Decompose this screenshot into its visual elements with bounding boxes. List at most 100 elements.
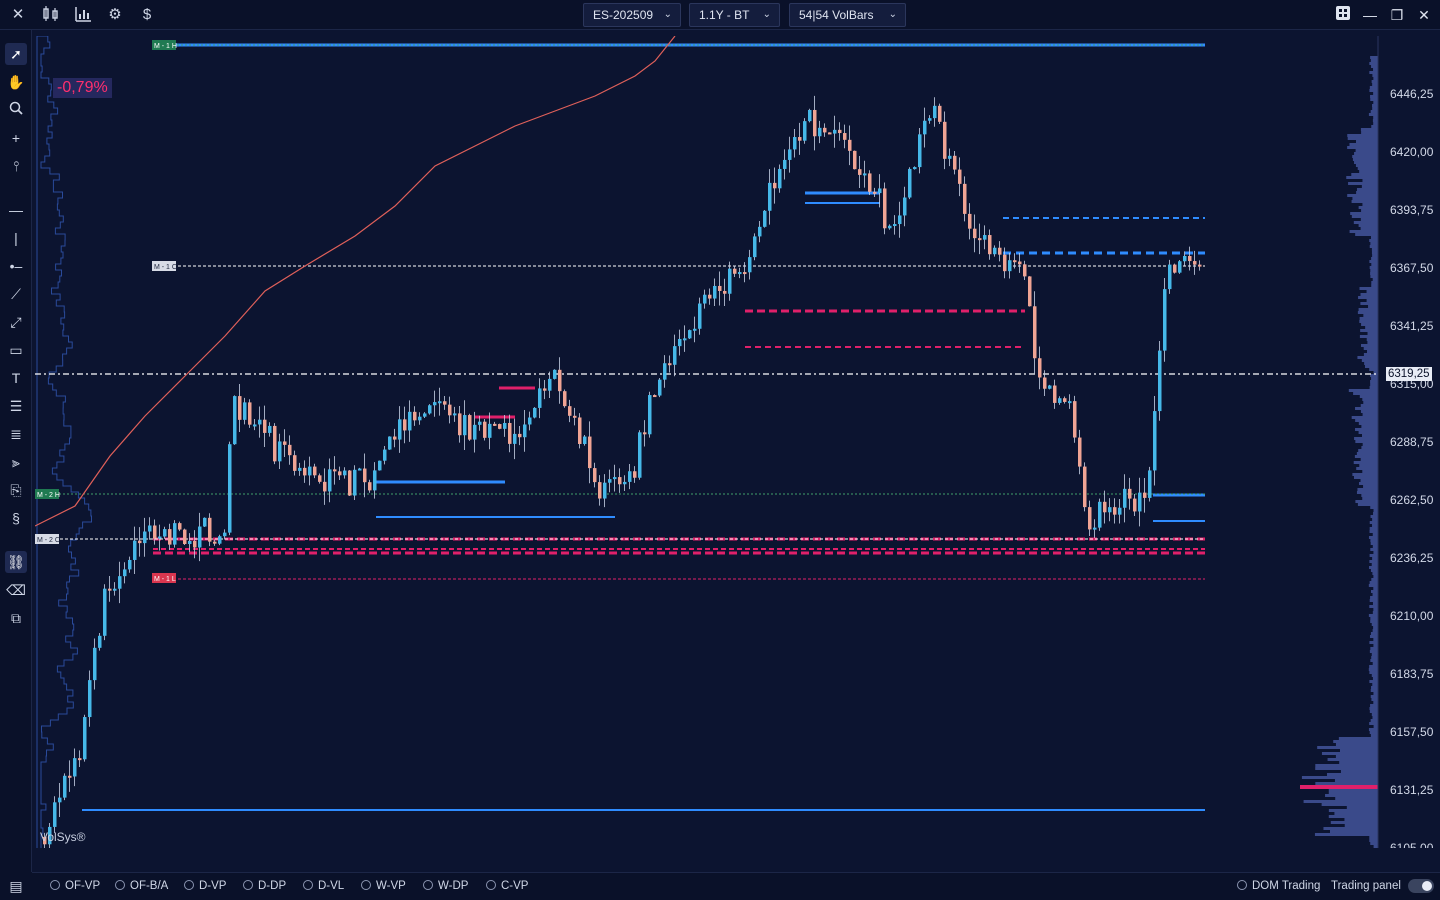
layout-icon[interactable] bbox=[1333, 5, 1353, 25]
candle-body bbox=[283, 441, 287, 445]
rectangle-icon[interactable]: ▭ bbox=[9, 342, 23, 358]
magnet-icon[interactable]: ⫯ bbox=[12, 158, 20, 174]
dollar-icon[interactable]: $ bbox=[142, 6, 152, 23]
study-of-vp[interactable]: OF-VP bbox=[50, 880, 100, 892]
cursor-icon[interactable]: ➚ bbox=[5, 43, 27, 65]
volume-bar bbox=[1344, 818, 1378, 821]
dom-trading[interactable]: DOM Trading bbox=[1237, 880, 1320, 892]
ray-icon[interactable]: •– bbox=[9, 258, 23, 274]
bars-icon[interactable] bbox=[73, 5, 93, 25]
price-chart[interactable]: 6446,25 6420,00 6393,75 6367,50 6341,25 6315,… bbox=[35, 36, 1440, 848]
volume-bar bbox=[1358, 308, 1378, 311]
candle-body bbox=[648, 395, 652, 435]
candle-body bbox=[798, 137, 802, 141]
timeframe-select[interactable]: 1.1Y - BT ⌄ bbox=[689, 3, 780, 27]
vertical-line-icon[interactable]: | bbox=[14, 230, 18, 246]
volume-bar bbox=[1351, 200, 1378, 203]
bars-label: 54|54 VolBars bbox=[799, 8, 874, 22]
candle-body bbox=[1188, 255, 1192, 262]
study-d-dp[interactable]: D-DP bbox=[243, 880, 286, 892]
volume-bar bbox=[1355, 419, 1378, 422]
study-w-dp[interactable]: W-DP bbox=[423, 880, 468, 892]
zoom-icon[interactable] bbox=[5, 99, 27, 121]
bars-select[interactable]: 54|54 VolBars ⌄ bbox=[789, 3, 906, 27]
minimize-icon[interactable]: — bbox=[1363, 7, 1377, 23]
volume-bar bbox=[1373, 512, 1378, 515]
candle-body bbox=[293, 455, 297, 471]
volume-bar bbox=[1355, 440, 1378, 443]
candle-body bbox=[988, 235, 992, 255]
flag-icon[interactable]: ⫸ bbox=[12, 454, 20, 470]
volume-bar bbox=[1371, 623, 1378, 626]
volume-bar bbox=[1362, 413, 1378, 416]
study-d-vp[interactable]: D-VP bbox=[184, 880, 226, 892]
volume-bar bbox=[1369, 641, 1378, 644]
volume-bar bbox=[1347, 194, 1378, 197]
volume-bar bbox=[1370, 596, 1378, 599]
study-w-vp[interactable]: W-VP bbox=[361, 880, 406, 892]
level-tag-label: M - 1 H bbox=[154, 43, 177, 50]
study-of-ba[interactable]: OF-B/A bbox=[115, 880, 168, 892]
trendline-icon[interactable]: ⟋ bbox=[11, 286, 21, 302]
study-c-vp[interactable]: C-VP bbox=[486, 880, 528, 892]
volume-bar bbox=[1363, 347, 1378, 350]
candle-body bbox=[243, 402, 247, 420]
study-label: C-VP bbox=[501, 880, 529, 892]
sell-order-icon[interactable]: § bbox=[12, 510, 20, 526]
candle-body bbox=[183, 529, 187, 545]
chart-canvas[interactable]: 6446,256420,006393,756367,506341,256315,… bbox=[35, 36, 1440, 848]
candle-body bbox=[713, 285, 717, 299]
trading-panel-toggle[interactable] bbox=[1408, 879, 1434, 893]
volume-bar bbox=[1361, 446, 1378, 449]
volume-bar bbox=[1369, 599, 1378, 602]
candle-body bbox=[413, 411, 417, 421]
candle-body bbox=[508, 422, 512, 444]
layers-icon[interactable]: ⧉ bbox=[11, 610, 21, 626]
eraser-icon[interactable]: ⌫ bbox=[6, 582, 26, 598]
candle-body bbox=[1173, 264, 1177, 273]
candle-body bbox=[818, 127, 822, 137]
candle-body bbox=[313, 466, 317, 476]
text-icon[interactable]: T bbox=[11, 370, 21, 386]
list-icon[interactable]: ☰ bbox=[9, 398, 23, 414]
study-d-vl[interactable]: D-VL bbox=[303, 880, 344, 892]
candles-icon[interactable] bbox=[41, 5, 61, 25]
levels-icon[interactable]: ≣ bbox=[10, 426, 22, 442]
volume-bar bbox=[1344, 824, 1378, 827]
volume-bar bbox=[1359, 335, 1378, 338]
volume-bar bbox=[1362, 203, 1378, 206]
volume-bar bbox=[1353, 221, 1378, 224]
crosshair-icon[interactable]: + bbox=[11, 130, 21, 146]
volume-bar bbox=[1373, 845, 1378, 848]
volume-bar bbox=[1369, 707, 1378, 710]
horizontal-line-icon[interactable]: — bbox=[9, 202, 23, 218]
volume-bar bbox=[1371, 698, 1378, 701]
candle-body bbox=[43, 836, 47, 845]
candle-body bbox=[438, 401, 442, 404]
gear-icon[interactable]: ⚙ bbox=[108, 6, 122, 23]
volume-bar bbox=[1328, 809, 1378, 812]
symbol-select[interactable]: ES-202509 ⌄ bbox=[583, 3, 681, 27]
candle-body bbox=[268, 425, 272, 433]
buy-order-icon[interactable]: ⎘ bbox=[10, 482, 22, 498]
volume-bar bbox=[1371, 713, 1378, 716]
candle-body bbox=[778, 168, 782, 189]
volume-bar bbox=[1347, 137, 1378, 140]
window-close-icon[interactable]: ✕ bbox=[1418, 7, 1430, 23]
volume-bar bbox=[1370, 632, 1378, 635]
volume-bar bbox=[1359, 170, 1378, 173]
volume-bar bbox=[1303, 800, 1378, 803]
volume-bar bbox=[1362, 470, 1378, 473]
volume-bar bbox=[1369, 386, 1378, 389]
candle-body bbox=[1098, 501, 1102, 528]
candle-body bbox=[148, 525, 152, 532]
restore-icon[interactable]: ❐ bbox=[1390, 7, 1404, 23]
volume-bar bbox=[1371, 656, 1378, 659]
hand-icon[interactable]: ✋ bbox=[7, 74, 25, 90]
path-icon[interactable]: ⤢ bbox=[10, 314, 22, 330]
lock-drawing-icon[interactable]: ⛓ bbox=[5, 551, 27, 573]
close-icon[interactable]: ✕ bbox=[11, 6, 25, 23]
candle-body bbox=[833, 129, 837, 134]
panel-icon[interactable]: ▤ bbox=[9, 878, 23, 894]
volume-bar bbox=[1359, 464, 1378, 467]
